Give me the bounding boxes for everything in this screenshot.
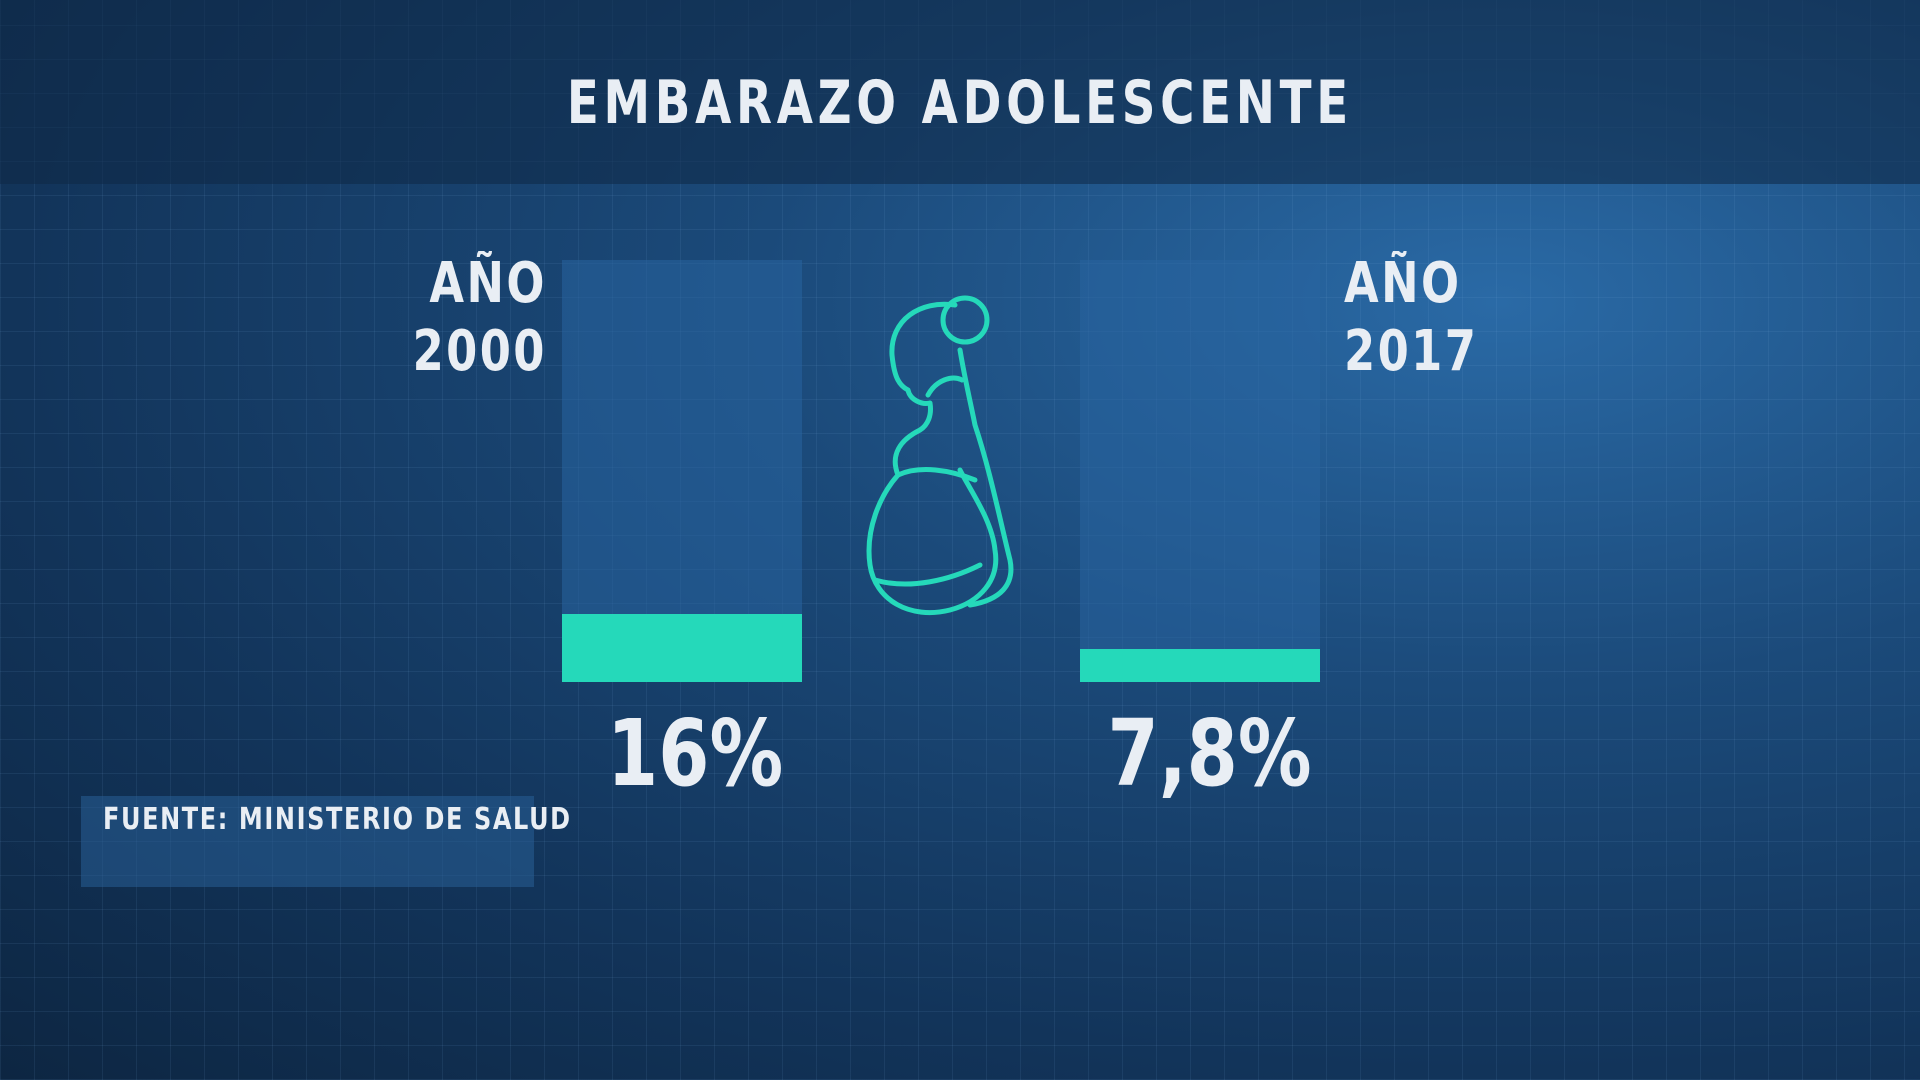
value-label: 7,8% — [1030, 700, 1390, 807]
source: FUENTE: MINISTERIO DE SALUD — [103, 802, 689, 837]
source-text: FUENTE: MINISTERIO DE SALUD — [103, 802, 572, 837]
category-label: AÑO 2000 — [300, 250, 547, 386]
value-text: 16% — [606, 700, 784, 807]
value-text: 7,8% — [1107, 700, 1313, 807]
source-box — [81, 796, 534, 887]
bar-track — [562, 260, 802, 682]
category-text: AÑO 2000 — [412, 251, 547, 384]
bar-track — [1080, 260, 1320, 682]
title: EMBARAZO ADOLESCENTE — [0, 68, 1920, 138]
value-label: 16% — [515, 700, 875, 807]
title-bar — [0, 0, 1920, 184]
bar — [562, 614, 802, 682]
bar — [1080, 649, 1320, 682]
pregnant-icon — [866, 295, 1014, 616]
category-text: AÑO 2017 — [1344, 251, 1479, 384]
category-label: AÑO 2017 — [1344, 250, 1604, 386]
title-text: EMBARAZO ADOLESCENTE — [566, 68, 1354, 138]
